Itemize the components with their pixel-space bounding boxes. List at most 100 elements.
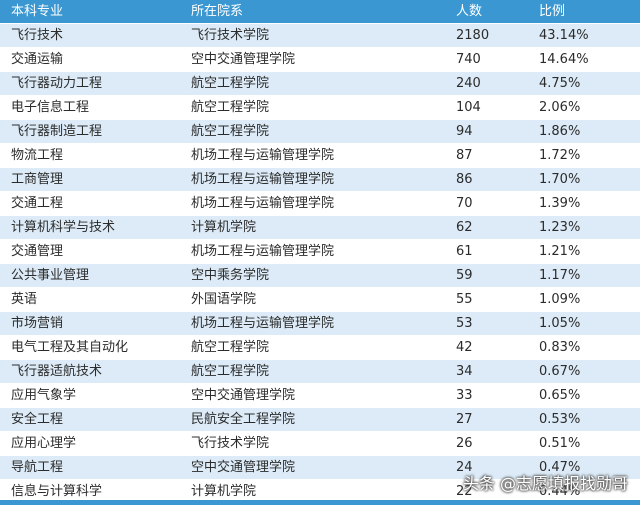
cell-count: 22: [456, 484, 473, 499]
cell-ratio: 4.75%: [539, 76, 581, 91]
cell-ratio: 0.83%: [539, 340, 581, 355]
cell-college: 外国语学院: [191, 292, 257, 307]
cell-college: 机场工程与运输管理学院: [191, 196, 335, 211]
cell-count: 26: [456, 436, 473, 451]
cell-college: 空中交通管理学院: [191, 52, 296, 67]
cell-major: 公共事业管理: [11, 268, 90, 283]
watermark: 头条 @志愿填报找勋哥: [462, 474, 628, 493]
cell-ratio: 0.51%: [539, 436, 581, 451]
cell-count: 27: [456, 412, 473, 427]
table-row: 飞行器动力工程 航空工程学院 240 4.75%: [0, 72, 640, 96]
cell-ratio: 1.39%: [539, 196, 581, 211]
cell-college: 航空工程学院: [191, 100, 270, 115]
cell-count: 24: [456, 460, 473, 475]
cell-college: 航空工程学院: [191, 124, 270, 139]
cell-major: 应用心理学: [11, 436, 77, 451]
cell-count: 42: [456, 340, 473, 355]
table-row: 电气工程及其自动化 航空工程学院 42 0.83%: [0, 336, 640, 360]
header-count: 人数: [456, 4, 483, 19]
table-row: 交通运输 空中交通管理学院 740 14.64%: [0, 48, 640, 72]
cell-ratio: 1.17%: [539, 268, 581, 283]
cell-major: 英语: [11, 292, 38, 307]
cell-college: 飞行技术学院: [191, 28, 270, 43]
cell-ratio: 1.70%: [539, 172, 581, 187]
cell-college: 计算机学院: [191, 484, 257, 499]
cell-major: 导航工程: [11, 460, 64, 475]
table-row: 计算机科学与技术 计算机学院 62 1.23%: [0, 216, 640, 240]
cell-ratio: 1.21%: [539, 244, 581, 259]
cell-college: 空中交通管理学院: [191, 460, 296, 475]
cell-college: 机场工程与运输管理学院: [191, 172, 335, 187]
cell-ratio: 1.05%: [539, 316, 581, 331]
table-row: 交通工程 机场工程与运输管理学院 70 1.39%: [0, 192, 640, 216]
cell-count: 70: [456, 196, 473, 211]
cell-major: 交通工程: [11, 196, 64, 211]
header-college: 所在院系: [191, 4, 244, 19]
cell-count: 240: [456, 76, 481, 91]
cell-ratio: 1.86%: [539, 124, 581, 139]
cell-major: 交通运输: [11, 52, 64, 67]
cell-college: 航空工程学院: [191, 364, 270, 379]
cell-college: 空中乘务学院: [191, 268, 270, 283]
cell-ratio: 0.53%: [539, 412, 581, 427]
cell-college: 机场工程与运输管理学院: [191, 316, 335, 331]
cell-ratio: 0.67%: [539, 364, 581, 379]
cell-ratio: 1.72%: [539, 148, 581, 163]
cell-major: 工商管理: [11, 172, 64, 187]
table-row: 飞行器适航技术 航空工程学院 34 0.67%: [0, 360, 640, 384]
cell-ratio: 1.23%: [539, 220, 581, 235]
table-row: 安全工程 民航安全工程学院 27 0.53%: [0, 408, 640, 432]
cell-count: 104: [456, 100, 481, 115]
cell-major: 交通管理: [11, 244, 64, 259]
cell-major: 安全工程: [11, 412, 64, 427]
cell-count: 33: [456, 388, 473, 403]
cell-ratio: 43.14%: [539, 28, 589, 43]
table-row: 市场营销 机场工程与运输管理学院 53 1.05%: [0, 312, 640, 336]
cell-college: 飞行技术学院: [191, 436, 270, 451]
cell-college: 机场工程与运输管理学院: [191, 148, 335, 163]
table-row: 公共事业管理 空中乘务学院 59 1.17%: [0, 264, 640, 288]
cell-major: 电气工程及其自动化: [11, 340, 129, 355]
cell-count: 87: [456, 148, 473, 163]
cell-ratio: 0.44%: [539, 484, 581, 499]
cell-college: 计算机学院: [191, 220, 257, 235]
cell-count: 53: [456, 316, 473, 331]
cell-count: 59: [456, 268, 473, 283]
cell-college: 民航安全工程学院: [191, 412, 296, 427]
cell-major: 应用气象学: [11, 388, 77, 403]
cell-ratio: 14.64%: [539, 52, 589, 67]
cell-major: 飞行技术: [11, 28, 64, 43]
table-row: 工商管理 机场工程与运输管理学院 86 1.70%: [0, 168, 640, 192]
table-body: 飞行技术 飞行技术学院 2180 43.14% 交通运输 空中交通管理学院 740 14.64…: [0, 24, 640, 504]
cell-college: 航空工程学院: [191, 340, 270, 355]
cell-ratio: 0.47%: [539, 460, 581, 475]
cell-ratio: 2.06%: [539, 100, 581, 115]
table-row: 交通管理 机场工程与运输管理学院 61 1.21%: [0, 240, 640, 264]
cell-count: 94: [456, 124, 473, 139]
cell-count: 2180: [456, 28, 490, 43]
cell-count: 61: [456, 244, 473, 259]
bottom-bar: [0, 500, 640, 505]
table-row: 英语 外国语学院 55 1.09%: [0, 288, 640, 312]
table-row: 应用气象学 空中交通管理学院 33 0.65%: [0, 384, 640, 408]
cell-major: 信息与计算科学: [11, 484, 103, 499]
cell-college: 航空工程学院: [191, 76, 270, 91]
cell-count: 86: [456, 172, 473, 187]
table-row: 物流工程 机场工程与运输管理学院 87 1.72%: [0, 144, 640, 168]
table-row: 飞行器制造工程 航空工程学院 94 1.86%: [0, 120, 640, 144]
table-row: 应用心理学 飞行技术学院 26 0.51%: [0, 432, 640, 456]
cell-count: 34: [456, 364, 473, 379]
cell-major: 飞行器动力工程: [11, 76, 103, 91]
cell-count: 62: [456, 220, 473, 235]
cell-major: 物流工程: [11, 148, 64, 163]
table-row: 导航工程 空中交通管理学院 24 0.47%: [0, 456, 640, 480]
cell-major: 飞行器制造工程: [11, 124, 103, 139]
table-header: 本科专业 所在院系 人数 比例: [0, 0, 640, 24]
cell-college: 空中交通管理学院: [191, 388, 296, 403]
cell-major: 飞行器适航技术: [11, 364, 103, 379]
cell-major: 电子信息工程: [11, 100, 90, 115]
header-major: 本科专业: [11, 4, 64, 19]
header-ratio: 比例: [539, 4, 566, 19]
cell-college: 机场工程与运输管理学院: [191, 244, 335, 259]
